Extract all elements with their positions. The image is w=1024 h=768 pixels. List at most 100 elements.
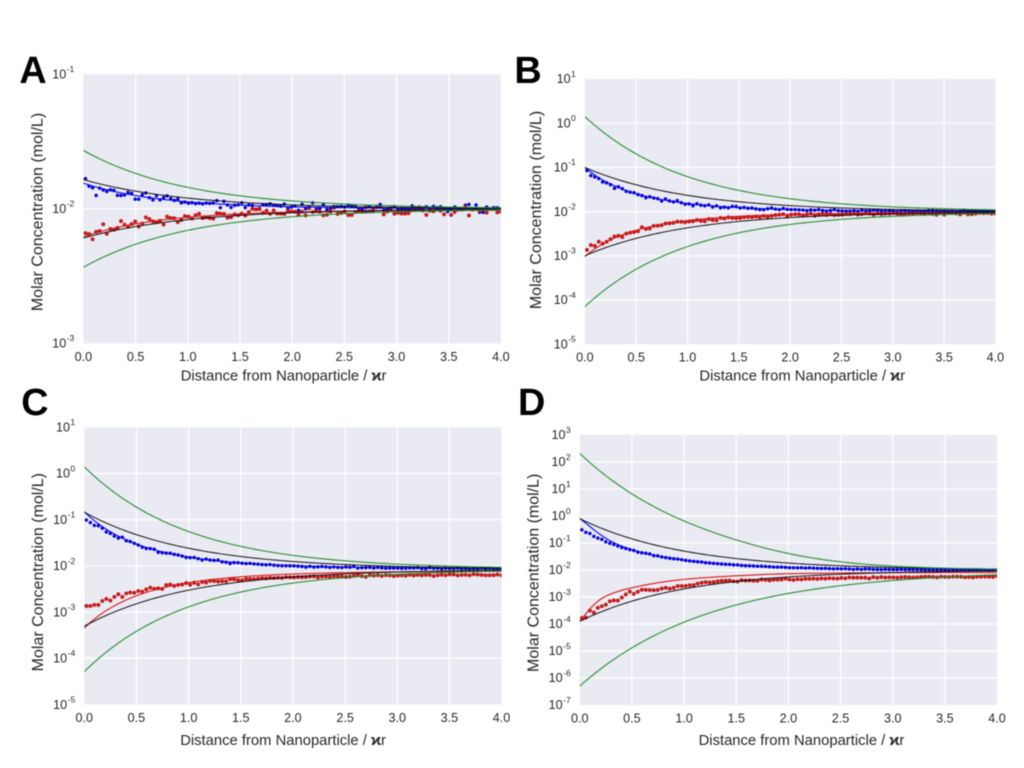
svg-text:4.0: 4.0: [492, 350, 510, 364]
svg-text:Distance from Nanoparticle / ϰ: Distance from Nanoparticle / ϰr: [699, 733, 905, 749]
svg-text:0.5: 0.5: [627, 351, 645, 365]
svg-text:3.0: 3.0: [388, 711, 406, 725]
svg-text:3.5: 3.5: [441, 711, 459, 725]
svg-text:1.0: 1.0: [679, 351, 697, 365]
svg-text:10: 10: [554, 205, 568, 219]
svg-text:Molar Concentration (mol/L): Molar Concentration (mol/L): [526, 474, 543, 672]
svg-text:4.0: 4.0: [988, 711, 1006, 725]
svg-text:2.5: 2.5: [336, 711, 354, 725]
svg-text:-4: -4: [563, 614, 571, 624]
svg-text:3: 3: [566, 425, 571, 435]
svg-text:0.5: 0.5: [128, 711, 146, 725]
svg-text:10: 10: [551, 482, 565, 496]
svg-text:10: 10: [549, 536, 563, 550]
svg-text:-5: -5: [563, 641, 571, 651]
svg-text:-6: -6: [563, 668, 571, 678]
svg-text:2.5: 2.5: [833, 351, 851, 365]
svg-text:-7: -7: [563, 695, 571, 705]
svg-text:1: 1: [70, 417, 75, 427]
svg-text:2: 2: [566, 452, 571, 462]
svg-text:Distance from Nanoparticle / ϰ: Distance from Nanoparticle / ϰr: [180, 733, 386, 749]
svg-text:1.5: 1.5: [231, 350, 249, 364]
svg-text:10: 10: [554, 337, 568, 351]
svg-text:10: 10: [549, 644, 563, 658]
svg-text:10: 10: [53, 513, 67, 527]
svg-text:1.5: 1.5: [730, 351, 748, 365]
svg-text:-2: -2: [568, 201, 576, 211]
svg-text:-1: -1: [568, 157, 576, 167]
svg-text:-1: -1: [67, 64, 75, 74]
svg-text:-3: -3: [67, 333, 75, 343]
svg-text:2.5: 2.5: [336, 350, 354, 364]
svg-text:10: 10: [53, 559, 67, 573]
svg-text:0.5: 0.5: [623, 711, 641, 725]
svg-text:10: 10: [52, 68, 66, 82]
svg-text:Distance from Nanoparticle / ϰ: Distance from Nanoparticle / ϰr: [181, 368, 387, 384]
svg-text:10: 10: [53, 605, 67, 619]
svg-text:3.0: 3.0: [388, 350, 406, 364]
svg-text:-1: -1: [563, 533, 571, 543]
svg-text:10: 10: [551, 428, 565, 442]
svg-text:1.5: 1.5: [727, 711, 745, 725]
svg-text:0.0: 0.0: [571, 711, 589, 725]
svg-text:3.0: 3.0: [884, 351, 902, 365]
svg-text:2.0: 2.0: [781, 351, 799, 365]
svg-text:Molar Concentration (mol/L): Molar Concentration (mol/L): [29, 113, 46, 311]
svg-text:0.0: 0.0: [76, 711, 94, 725]
svg-text:0.5: 0.5: [127, 350, 145, 364]
svg-text:-5: -5: [568, 334, 576, 344]
svg-text:1: 1: [571, 69, 576, 79]
svg-text:-4: -4: [568, 290, 576, 300]
svg-text:1.5: 1.5: [232, 711, 250, 725]
svg-text:1.0: 1.0: [179, 350, 197, 364]
svg-text:0.0: 0.0: [576, 351, 594, 365]
svg-text:2.0: 2.0: [283, 350, 301, 364]
svg-text:Molar Concentration (mol/L): Molar Concentration (mol/L): [30, 473, 47, 671]
svg-text:1.0: 1.0: [180, 711, 198, 725]
svg-text:Molar Concentration (mol/L): Molar Concentration (mol/L): [528, 111, 545, 309]
svg-text:10: 10: [549, 698, 563, 712]
svg-text:10: 10: [551, 455, 565, 469]
svg-text:3.5: 3.5: [440, 350, 458, 364]
svg-text:10: 10: [557, 72, 571, 86]
svg-text:10: 10: [554, 249, 568, 263]
svg-text:2.0: 2.0: [284, 711, 302, 725]
svg-text:3.0: 3.0: [884, 711, 902, 725]
svg-text:10: 10: [56, 421, 70, 435]
svg-text:3.5: 3.5: [936, 711, 954, 725]
svg-text:-2: -2: [563, 560, 571, 570]
svg-text:10: 10: [53, 698, 67, 712]
svg-text:-3: -3: [563, 587, 571, 597]
svg-text:10: 10: [554, 293, 568, 307]
svg-text:2.5: 2.5: [832, 711, 850, 725]
svg-text:10: 10: [549, 590, 563, 604]
svg-text:4.0: 4.0: [987, 351, 1005, 365]
svg-text:0: 0: [70, 463, 75, 473]
svg-text:1.0: 1.0: [675, 711, 693, 725]
svg-text:0.0: 0.0: [75, 350, 93, 364]
svg-text:-3: -3: [68, 602, 76, 612]
svg-text:-1: -1: [68, 510, 76, 520]
svg-text:10: 10: [56, 467, 70, 481]
svg-text:10: 10: [52, 202, 66, 216]
svg-text:-3: -3: [568, 246, 576, 256]
svg-text:A: A: [19, 50, 46, 92]
svg-text:2.0: 2.0: [780, 711, 798, 725]
svg-text:1: 1: [566, 479, 571, 489]
svg-text:10: 10: [549, 563, 563, 577]
svg-text:-5: -5: [68, 694, 76, 704]
svg-text:-2: -2: [68, 556, 76, 566]
svg-text:10: 10: [549, 671, 563, 685]
svg-text:Distance from Nanoparticle / ϰ: Distance from Nanoparticle / ϰr: [699, 368, 905, 384]
svg-text:10: 10: [52, 337, 66, 351]
svg-text:D: D: [518, 382, 545, 424]
svg-text:10: 10: [551, 509, 565, 523]
svg-text:10: 10: [554, 161, 568, 175]
svg-text:10: 10: [53, 652, 67, 666]
svg-text:10: 10: [549, 617, 563, 631]
svg-text:-2: -2: [67, 199, 75, 209]
svg-text:10: 10: [557, 116, 571, 130]
svg-text:-4: -4: [68, 648, 76, 658]
svg-text:4.0: 4.0: [493, 711, 511, 725]
svg-text:0: 0: [571, 113, 576, 123]
